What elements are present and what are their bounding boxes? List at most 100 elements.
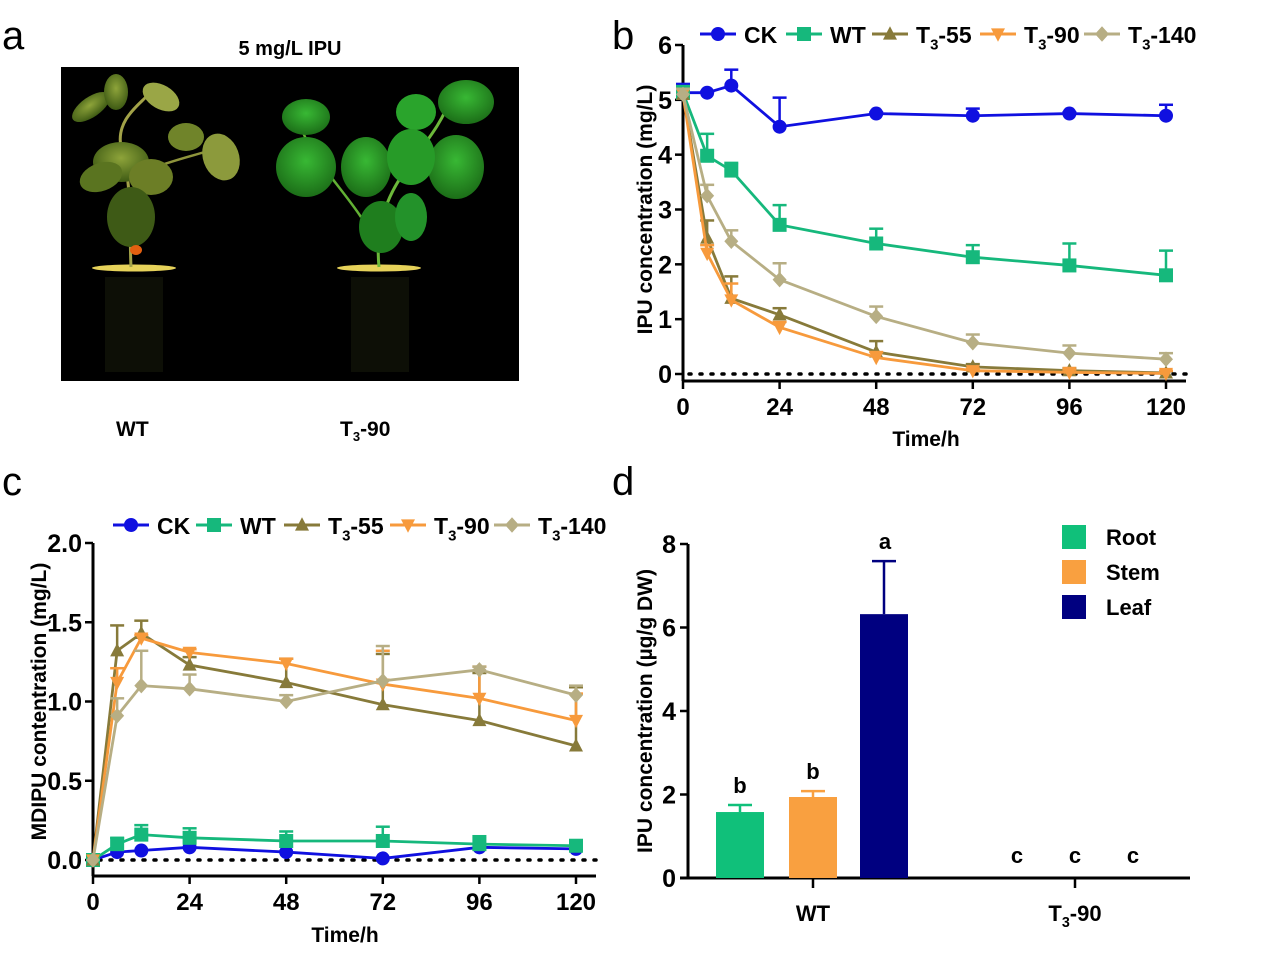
significance-letter: c	[1127, 843, 1139, 868]
photo-label-wt: WT	[116, 418, 149, 441]
data-point-t3-55	[965, 359, 980, 373]
y-axis-title: IPU concentration (mg/L)	[634, 85, 657, 335]
legend-swatch-stem	[1062, 560, 1086, 584]
panel-letter-d: d	[612, 460, 635, 504]
data-point-ck	[700, 85, 715, 100]
data-point-t3-90	[1159, 367, 1173, 382]
data-point-ck	[279, 845, 294, 860]
series-stem: bc	[789, 759, 1081, 878]
legend-item-ck: CK	[700, 22, 778, 48]
y-tick-label: 1	[658, 306, 672, 334]
y-tick-label: 0	[658, 361, 672, 389]
data-point-t3-55	[86, 852, 100, 866]
y-tick-label: 5	[658, 87, 672, 115]
legend-marker-t3-140	[505, 517, 519, 533]
data-point-t3-90	[700, 247, 715, 262]
series-line-ck	[92, 845, 577, 862]
data-point-wt	[1159, 268, 1173, 283]
legend-marker-t3-90	[401, 519, 415, 533]
x-tick-label-t3-90-sub: 3	[1062, 915, 1070, 931]
significance-letter: a	[879, 529, 892, 554]
y-tick-label: 0.0	[47, 847, 82, 875]
legend-marker-t3-55	[883, 26, 897, 40]
y-tick-label: 2.0	[47, 530, 82, 558]
x-tick-label: 48	[863, 394, 890, 421]
data-point-t3-90	[965, 365, 980, 379]
legend-label-t3-90: T3-90	[434, 513, 490, 544]
data-point-t3-90	[869, 351, 884, 366]
y-tick-label: 0.5	[47, 768, 82, 796]
y-tick-label: 4	[662, 698, 676, 726]
series-line-t3-55	[91, 631, 577, 861]
legend-label-wt-main: WT	[830, 22, 866, 48]
data-point-wt	[110, 837, 125, 852]
legend-label-t3-140: T3-140	[1128, 22, 1196, 53]
data-point-t3-140	[965, 335, 980, 351]
y-axis-title: IPU concentration (µg/g DW)	[634, 569, 657, 853]
legend-marker-ck	[124, 518, 138, 532]
legend-label-t3-140-sub: 3	[552, 527, 560, 544]
legend-label-t3-140-suffix: -140	[560, 513, 606, 539]
legend-label-stem: Stem	[1106, 560, 1160, 585]
x-tick-label-t3-90-suffix: -90	[1070, 901, 1102, 926]
data-point-ck	[134, 843, 149, 858]
legend-marker-wt	[797, 27, 811, 41]
data-point-t3-140	[110, 708, 125, 724]
data-point-wt	[724, 163, 739, 178]
series-t3-90	[86, 632, 583, 868]
x-axis-title: Time/h	[311, 924, 378, 947]
data-point-t3-55	[724, 290, 739, 304]
series-line-ck	[683, 84, 1167, 129]
series-t3-55	[86, 619, 583, 866]
data-point-wt	[676, 85, 690, 100]
data-point-ck	[965, 108, 980, 123]
data-point-ck	[1062, 106, 1077, 121]
legend-label-t3-90-sub: 3	[448, 527, 456, 544]
bar-stem	[789, 797, 837, 878]
data-point-t3-55	[1062, 363, 1077, 377]
data-point-ck	[182, 840, 197, 855]
panel-letter-a: a	[2, 14, 25, 58]
plant-photo	[61, 67, 519, 381]
plant-illustration	[72, 74, 494, 372]
photo-title: 5 mg/L IPU	[238, 38, 342, 60]
y-axis-title: MDIPU contentration (mg/L)	[28, 563, 51, 841]
data-point-t3-140	[1062, 345, 1077, 361]
data-point-t3-90	[772, 321, 787, 336]
legend-label-t3-90-suffix: -90	[456, 513, 489, 539]
y-tick-label: 2	[658, 251, 672, 279]
x-tick-label: 72	[959, 394, 986, 421]
legend-label-t3-55-suffix: -55	[938, 22, 971, 48]
series-t3-90	[676, 87, 1173, 382]
data-point-ck	[110, 845, 125, 860]
x-tick-label: 72	[369, 889, 396, 916]
data-point-t3-55	[869, 344, 884, 358]
data-point-ck	[724, 78, 739, 93]
legend-label-t3-140-suffix: -140	[1150, 22, 1196, 48]
data-point-t3-140	[772, 271, 787, 288]
data-point-ck	[869, 106, 884, 121]
legend-label-ck: CK	[744, 22, 778, 48]
data-point-wt	[965, 250, 980, 265]
series-line-t3-90	[91, 636, 577, 861]
data-point-wt	[772, 217, 787, 232]
legend-label-t3-55-sub: 3	[342, 527, 350, 544]
series-line-t3-90	[681, 94, 1167, 375]
legend-marker-t3-90	[991, 28, 1005, 42]
x-tick-label: 0	[86, 889, 99, 916]
data-point-t3-140	[134, 677, 149, 694]
legend-label-ck-main: CK	[157, 513, 191, 539]
y-tick-label: 6	[662, 615, 676, 643]
data-point-t3-140	[182, 681, 197, 697]
legend-label-t3-90-suffix: -90	[1046, 22, 1079, 48]
series-t3-55	[676, 86, 1173, 379]
data-point-t3-90	[86, 854, 100, 868]
y-tick-label: 2	[662, 782, 676, 810]
legend-label-t3-55: T3-55	[916, 22, 972, 53]
data-point-ck	[1159, 108, 1173, 123]
y-tick-label: 4	[658, 142, 672, 170]
series-line-t3-55	[681, 94, 1167, 375]
data-point-t3-90	[1062, 366, 1077, 381]
x-tick-label: 24	[766, 394, 793, 421]
